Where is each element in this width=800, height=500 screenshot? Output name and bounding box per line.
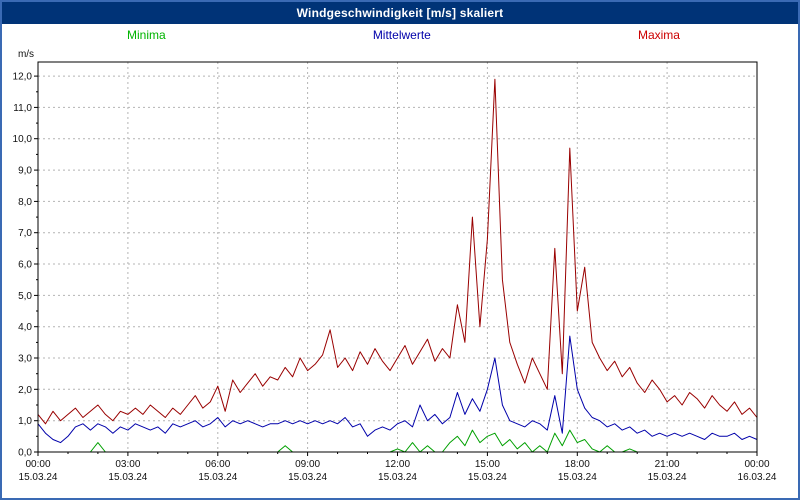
svg-text:6,0: 6,0 [18, 260, 32, 271]
svg-text:00:00: 00:00 [744, 459, 769, 470]
svg-text:m/s: m/s [18, 49, 34, 60]
plot-svg: 0,0 1,0 2,0 3,0 4,0 5,0 6,0 7,0 8,0 9,0 10,0 11,0 12… [13, 49, 777, 483]
svg-text:06:00: 06:00 [205, 459, 230, 470]
svg-text:09:00: 09:00 [295, 459, 320, 470]
legend-minima: Minima [127, 28, 166, 42]
svg-text:9,0: 9,0 [18, 166, 32, 177]
svg-text:5,0: 5,0 [18, 291, 32, 302]
svg-text:16.03.24: 16.03.24 [738, 472, 777, 483]
svg-text:3,0: 3,0 [18, 354, 32, 365]
svg-text:10,0: 10,0 [13, 134, 33, 145]
svg-text:21:00: 21:00 [655, 459, 680, 470]
svg-text:7,0: 7,0 [18, 228, 32, 239]
svg-text:15.03.24: 15.03.24 [198, 472, 237, 483]
svg-text:1,0: 1,0 [18, 416, 32, 427]
svg-text:12:00: 12:00 [385, 459, 410, 470]
svg-text:03:00: 03:00 [115, 459, 140, 470]
svg-text:15.03.24: 15.03.24 [288, 472, 327, 483]
svg-text:15.03.24: 15.03.24 [378, 472, 417, 483]
svg-text:12,0: 12,0 [13, 72, 33, 83]
svg-text:15:00: 15:00 [475, 459, 500, 470]
svg-text:15.03.24: 15.03.24 [108, 472, 147, 483]
svg-text:4,0: 4,0 [18, 322, 32, 333]
svg-text:15.03.24: 15.03.24 [468, 472, 507, 483]
svg-text:8,0: 8,0 [18, 197, 32, 208]
svg-text:0,0: 0,0 [18, 448, 32, 459]
svg-text:15.03.24: 15.03.24 [19, 472, 58, 483]
svg-text:15.03.24: 15.03.24 [648, 472, 687, 483]
legend-maxima: Maxima [637, 28, 680, 42]
svg-text:2,0: 2,0 [18, 385, 32, 396]
wind-speed-chart: 0,0 1,0 2,0 3,0 4,0 5,0 6,0 7,0 8,0 9,0 10,0 11,0 12… [2, 46, 798, 498]
svg-text:11,0: 11,0 [13, 103, 32, 114]
svg-text:15.03.24: 15.03.24 [558, 472, 597, 483]
legend-mittelwerte: Mittelwerte [372, 28, 431, 42]
svg-text:18:00: 18:00 [565, 459, 590, 470]
svg-text:00:00: 00:00 [25, 459, 50, 470]
chart-legend: Minima Mittelwerte Maxima [2, 24, 798, 46]
window-title: Windgeschwindigkeit [m/s] skaliert [2, 2, 798, 24]
